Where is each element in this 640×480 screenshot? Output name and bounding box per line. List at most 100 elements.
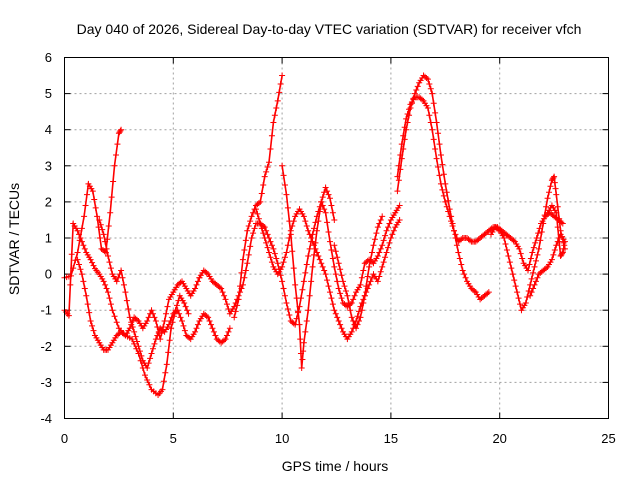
data-point <box>543 203 550 210</box>
data-point <box>192 328 199 335</box>
data-point <box>531 281 538 288</box>
data-point <box>553 242 560 249</box>
data-point <box>219 289 226 296</box>
data-point <box>406 112 413 119</box>
data-point <box>509 271 516 278</box>
data-point <box>458 236 465 243</box>
data-point <box>282 254 289 261</box>
data-point <box>234 302 241 309</box>
data-point <box>89 259 96 266</box>
data-point <box>529 249 536 256</box>
data-point <box>283 299 290 306</box>
data-point <box>239 256 246 263</box>
data-point <box>152 318 159 325</box>
data-point <box>376 273 383 280</box>
data-point <box>182 303 189 310</box>
data-point <box>107 265 114 272</box>
data-point <box>451 227 458 234</box>
data-point <box>443 189 450 196</box>
data-point <box>89 188 96 195</box>
x-tick-label: 15 <box>384 431 398 446</box>
data-point <box>517 301 524 308</box>
data-point <box>122 289 129 296</box>
data-point <box>283 191 290 198</box>
data-point <box>99 226 106 233</box>
data-point <box>306 292 313 299</box>
data-point <box>67 281 74 288</box>
data-point <box>103 285 110 292</box>
data-point <box>524 293 531 300</box>
data-point <box>423 74 430 81</box>
data-point <box>123 297 130 304</box>
data-point <box>87 256 94 263</box>
data-point <box>338 295 345 302</box>
data-point <box>111 313 118 320</box>
data-point <box>395 177 402 184</box>
data-point <box>103 245 110 252</box>
data-point <box>113 278 120 285</box>
data-point <box>177 279 184 286</box>
data-point <box>316 256 323 263</box>
data-point <box>459 267 466 274</box>
data-series <box>61 72 568 399</box>
series-line <box>255 207 401 341</box>
data-point <box>129 324 136 331</box>
data-point <box>264 244 271 251</box>
data-point <box>165 321 172 328</box>
data-point <box>223 301 230 308</box>
data-point <box>266 159 273 166</box>
data-point <box>331 307 338 314</box>
data-point <box>283 249 290 256</box>
data-point <box>324 188 331 195</box>
data-point <box>107 209 114 216</box>
data-point <box>335 318 342 325</box>
data-point <box>193 325 200 332</box>
data-point <box>266 249 273 256</box>
series-track-5 <box>196 198 403 328</box>
data-point <box>335 285 342 292</box>
data-point <box>383 227 390 234</box>
data-point <box>318 260 325 267</box>
data-point <box>254 210 261 217</box>
data-point <box>429 126 436 133</box>
data-point <box>244 227 251 234</box>
data-point <box>284 305 291 312</box>
series-track-12 <box>487 173 568 314</box>
data-point <box>379 263 386 270</box>
data-point <box>303 222 310 229</box>
data-point <box>374 224 381 231</box>
data-point <box>550 174 557 181</box>
x-axis-label: GPS time / hours <box>282 458 389 474</box>
data-point <box>334 314 341 321</box>
data-point <box>181 327 188 334</box>
data-point <box>424 105 431 112</box>
data-point <box>400 145 407 152</box>
data-point <box>179 318 186 325</box>
data-point <box>300 213 307 220</box>
y-tick-label: 5 <box>45 86 52 101</box>
data-point <box>267 238 274 245</box>
data-point <box>322 271 329 278</box>
data-point <box>532 257 539 264</box>
data-point <box>146 381 153 388</box>
data-point <box>367 256 374 263</box>
data-point <box>560 245 567 252</box>
data-point <box>81 213 88 220</box>
data-point <box>319 194 326 201</box>
data-point <box>302 269 309 276</box>
data-point <box>548 256 555 263</box>
data-point <box>384 224 391 231</box>
data-point <box>401 136 408 143</box>
data-point <box>206 318 213 325</box>
data-point <box>533 235 540 241</box>
data-point <box>517 250 524 257</box>
data-point <box>94 213 101 220</box>
data-point <box>329 255 336 262</box>
data-point <box>404 119 411 126</box>
data-point <box>440 171 447 178</box>
data-point <box>530 285 537 292</box>
data-point <box>326 238 333 245</box>
data-point <box>87 318 94 325</box>
data-point <box>537 237 544 244</box>
data-point <box>102 238 109 245</box>
